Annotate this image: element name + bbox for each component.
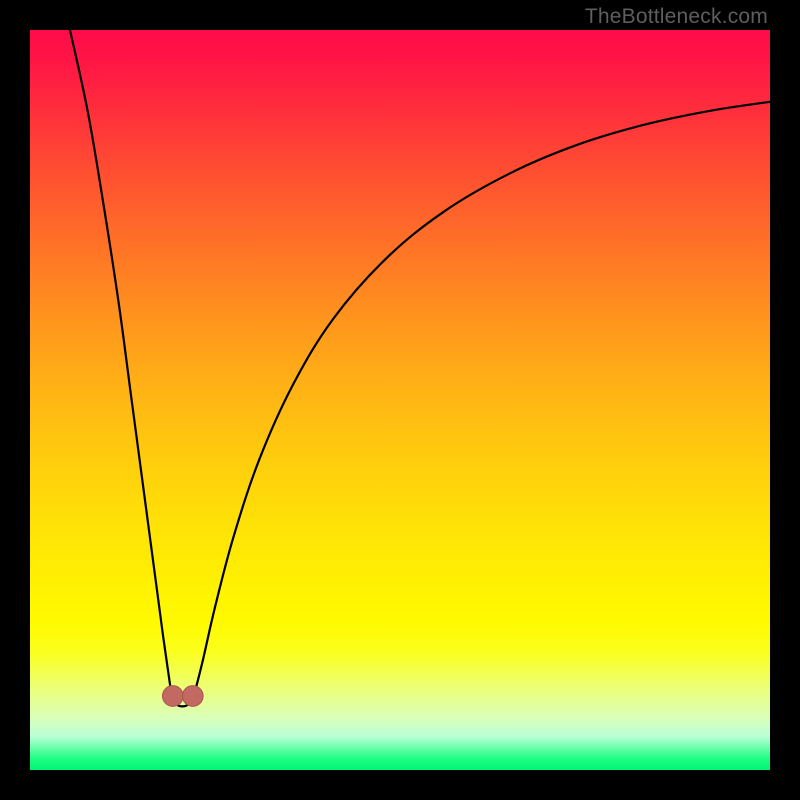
dip-marker-right <box>182 686 203 707</box>
dip-marker-left <box>162 686 183 707</box>
watermark-text: TheBottleneck.com <box>585 5 768 29</box>
gradient-chart-area <box>30 30 770 770</box>
gradient-background <box>30 30 770 770</box>
chart-svg <box>30 30 770 770</box>
